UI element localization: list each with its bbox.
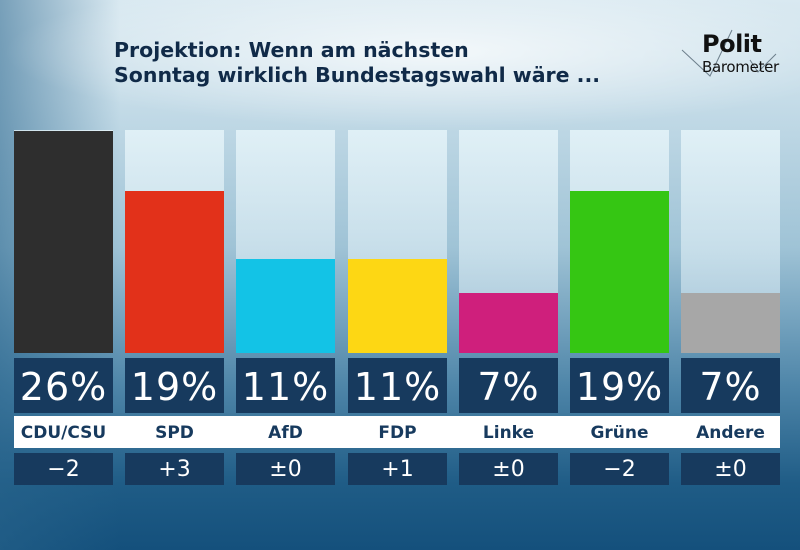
bar-spd	[125, 190, 224, 353]
bar-andere	[681, 293, 780, 353]
bar-afd	[236, 259, 335, 353]
value-label-linke: 7%	[459, 358, 558, 413]
category-label-fdp: FDP	[378, 423, 417, 443]
background-glow	[0, 0, 800, 130]
change-label-cdu-csu: −2	[14, 453, 113, 485]
change-label-spd: +3	[125, 453, 224, 485]
bar-cdu-csu	[14, 131, 113, 353]
change-label-afd: ±0	[236, 453, 335, 485]
category-label-gr-ne: Grüne	[590, 423, 649, 443]
value-label-fdp: 11%	[348, 358, 447, 413]
value-label-spd: 19%	[125, 358, 224, 413]
bar-fdp	[348, 259, 447, 353]
value-label-afd: 11%	[236, 358, 335, 413]
title-line-1: Projektion: Wenn am nächsten	[114, 38, 469, 62]
logo-barometer: Barometer	[702, 58, 779, 76]
title-line-2: Sonntag wirklich Bundestagswahl wäre ...	[114, 63, 601, 87]
value-label-gr-ne: 19%	[570, 358, 669, 413]
category-label-cdu-csu: CDU/CSU	[20, 423, 107, 443]
category-label-andere: Andere	[696, 423, 765, 443]
value-label-andere: 7%	[681, 358, 780, 413]
logo-polit: Polit	[702, 30, 762, 58]
change-label-fdp: +1	[348, 453, 447, 485]
change-label-andere: ±0	[681, 453, 780, 485]
label-band	[14, 416, 780, 448]
change-label-gr-ne: −2	[570, 453, 669, 485]
value-label-cdu-csu: 26%	[14, 358, 113, 413]
bar-gr-ne	[570, 190, 669, 353]
bar-linke	[459, 293, 558, 353]
category-label-spd: SPD	[155, 423, 194, 443]
logo-checkmark-icon	[681, 29, 777, 77]
category-label-afd: AfD	[268, 423, 303, 443]
chart-title: Projektion: Wenn am nächsten Sonntag wir…	[114, 38, 600, 88]
change-label-linke: ±0	[459, 453, 558, 485]
politbarometer-logo: Polit Barometer	[680, 28, 800, 88]
category-label-linke: Linke	[482, 423, 535, 443]
